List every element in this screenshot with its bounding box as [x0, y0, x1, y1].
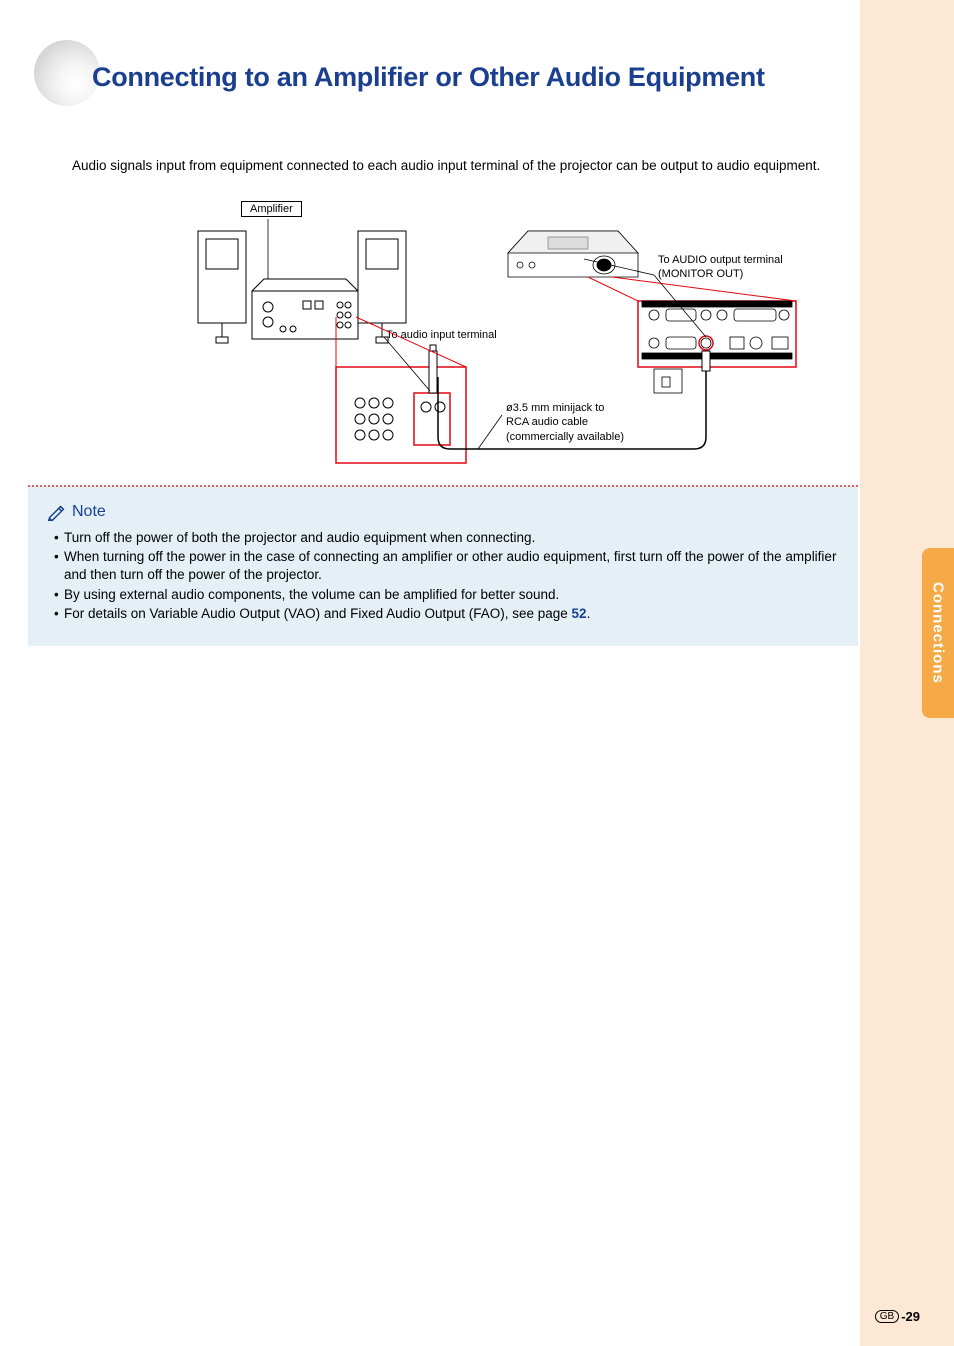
section-tab-label: Connections — [930, 582, 947, 684]
region-badge: GB — [875, 1310, 899, 1323]
note-item: When turning off the power in the case o… — [54, 548, 840, 584]
note-item: By using external audio components, the … — [54, 586, 840, 604]
note-item-text: By using external audio components, the … — [64, 587, 559, 602]
connection-diagram: Amplifier To audio input terminal To AUD… — [58, 197, 838, 477]
note-item: Turn off the power of both the projector… — [54, 529, 840, 547]
diagram-svg — [58, 197, 838, 477]
note-item-text: For details on Variable Audio Output (VA… — [64, 606, 572, 621]
page-number: GB -29 — [875, 1309, 920, 1324]
note-title: Note — [72, 503, 106, 521]
title-wrap: Connecting to an Amplifier or Other Audi… — [28, 28, 860, 128]
note-item-text: . — [587, 606, 591, 621]
note-header: Note — [46, 501, 840, 523]
note-item-text: When turning off the power in the case o… — [64, 549, 836, 582]
section-tab: Connections — [922, 548, 954, 718]
title-swirl-decoration — [34, 40, 100, 106]
page-title: Connecting to an Amplifier or Other Audi… — [92, 62, 765, 93]
note-list: Turn off the power of both the projector… — [46, 529, 840, 623]
page-content: Connecting to an Amplifier or Other Audi… — [28, 28, 860, 646]
note-box: Note Turn off the power of both the proj… — [28, 485, 858, 646]
note-pencil-icon — [46, 501, 68, 523]
page-reference-link[interactable]: 52 — [572, 606, 587, 621]
page-number-value: -29 — [901, 1309, 920, 1324]
note-item-text: Turn off the power of both the projector… — [64, 530, 535, 545]
intro-text: Audio signals input from equipment conne… — [72, 158, 860, 173]
note-item: For details on Variable Audio Output (VA… — [54, 605, 840, 623]
